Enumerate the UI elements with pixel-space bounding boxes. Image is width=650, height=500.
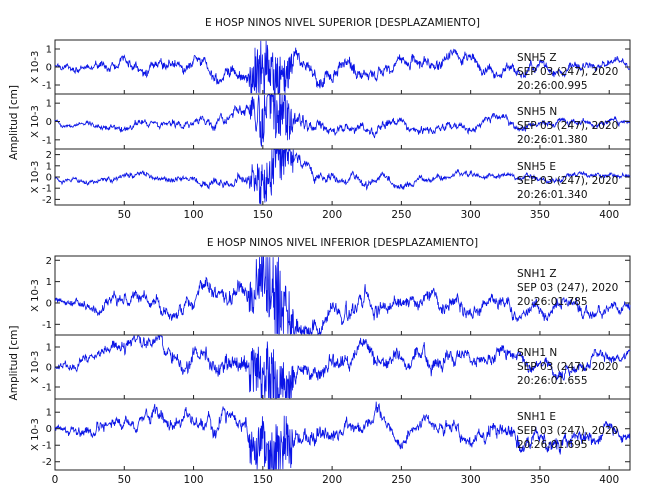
seismic-trace bbox=[54, 401, 631, 470]
x-tick-label: 400 bbox=[599, 209, 619, 221]
y-tick-label: -1 bbox=[42, 184, 52, 195]
station-annotation: 20:26:01.785 bbox=[517, 296, 588, 308]
station-annotation: SEP 03 (247), 2020 bbox=[517, 425, 618, 437]
y-tick-label: -1 bbox=[42, 383, 52, 394]
y-tick-label: 1 bbox=[46, 408, 52, 419]
y-tick-label: 1 bbox=[46, 277, 52, 288]
station-annotation: SEP 03 (247), 2020 bbox=[517, 361, 618, 373]
y-tick-label: 1 bbox=[46, 45, 52, 56]
station-annotation: 20:26:01.655 bbox=[517, 375, 588, 387]
y-tick-label: 1 bbox=[46, 161, 52, 172]
x-tick-label: 400 bbox=[599, 474, 619, 486]
scale-label: X 10-3 bbox=[30, 51, 41, 84]
station-annotation: SEP 03 (247), 2020 bbox=[517, 175, 618, 187]
x-tick-label: 50 bbox=[118, 474, 131, 486]
x-tick-label: 300 bbox=[461, 474, 481, 486]
x-tick-label: 300 bbox=[461, 209, 481, 221]
station-annotation: 20:26:01.695 bbox=[517, 439, 588, 451]
x-tick-label: 0 bbox=[52, 474, 59, 486]
y-tick-label: 1 bbox=[46, 343, 52, 354]
y-tick-label: 0 bbox=[46, 424, 52, 435]
scale-label: X 10-3 bbox=[30, 351, 41, 384]
y-tick-label: 2 bbox=[46, 256, 52, 267]
y-tick-label: 0 bbox=[46, 173, 52, 184]
x-tick-label: 200 bbox=[322, 474, 342, 486]
y-axis-label: Amplitud [cm] bbox=[8, 85, 20, 160]
x-tick-label: 50 bbox=[118, 209, 131, 221]
station-annotation: SNH1 E bbox=[517, 411, 556, 423]
seismic-trace bbox=[54, 149, 631, 205]
station-annotation: SEP 03 (247), 2020 bbox=[517, 282, 618, 294]
station-annotation: SNH5 Z bbox=[517, 52, 557, 64]
x-tick-label: 350 bbox=[530, 474, 550, 486]
station-annotation: 20:26:01.340 bbox=[517, 189, 588, 201]
y-tick-label: -1 bbox=[42, 135, 52, 146]
x-tick-label: 250 bbox=[391, 209, 411, 221]
y-tick-label: 0 bbox=[46, 117, 52, 128]
seismic-trace bbox=[54, 40, 631, 94]
station-annotation: SNH1 N bbox=[517, 347, 557, 359]
y-tick-label: -1 bbox=[42, 441, 52, 452]
x-tick-label: 350 bbox=[530, 209, 550, 221]
x-tick-label: 100 bbox=[184, 209, 204, 221]
y-tick-label: -2 bbox=[42, 457, 52, 468]
scale-label: X 10-3 bbox=[30, 418, 41, 451]
station-annotation: SNH5 E bbox=[517, 161, 556, 173]
y-tick-label: 0 bbox=[46, 298, 52, 309]
station-annotation: SEP 03 (247), 2020 bbox=[517, 120, 618, 132]
scale-label: X 10-3 bbox=[30, 105, 41, 138]
chart-title: E HOSP NINOS NIVEL SUPERIOR [DESPLAZAMIE… bbox=[205, 17, 480, 29]
scale-label: X 10-3 bbox=[30, 161, 41, 194]
y-tick-label: 2 bbox=[46, 150, 52, 161]
y-tick-label: -2 bbox=[42, 195, 52, 206]
seismic-trace bbox=[54, 256, 631, 336]
y-tick-label: -1 bbox=[42, 81, 52, 92]
x-tick-label: 100 bbox=[184, 474, 204, 486]
x-tick-label: 250 bbox=[391, 474, 411, 486]
x-tick-label: 150 bbox=[253, 474, 273, 486]
station-annotation: SEP 03 (247), 2020 bbox=[517, 66, 618, 78]
y-axis-label: Amplitud [cm] bbox=[8, 326, 20, 401]
station-annotation: SNH5 N bbox=[517, 106, 557, 118]
chart-title: E HOSP NINOS NIVEL INFERIOR [DESPLAZAMIE… bbox=[207, 237, 478, 249]
x-tick-label: 200 bbox=[322, 209, 342, 221]
y-tick-label: -1 bbox=[42, 320, 52, 331]
station-annotation: SNH1 Z bbox=[517, 268, 557, 280]
seismic-trace bbox=[54, 94, 631, 148]
seismic-trace bbox=[54, 335, 631, 399]
panel-frame bbox=[54, 398, 631, 471]
y-tick-label: 1 bbox=[46, 99, 52, 110]
x-tick-label: 150 bbox=[253, 209, 273, 221]
y-tick-label: 0 bbox=[46, 63, 52, 74]
station-annotation: 20:26:01.380 bbox=[517, 134, 588, 146]
station-annotation: 20:26:00.995 bbox=[517, 80, 588, 92]
scale-label: X 10-3 bbox=[30, 279, 41, 312]
y-tick-label: 0 bbox=[46, 363, 52, 374]
